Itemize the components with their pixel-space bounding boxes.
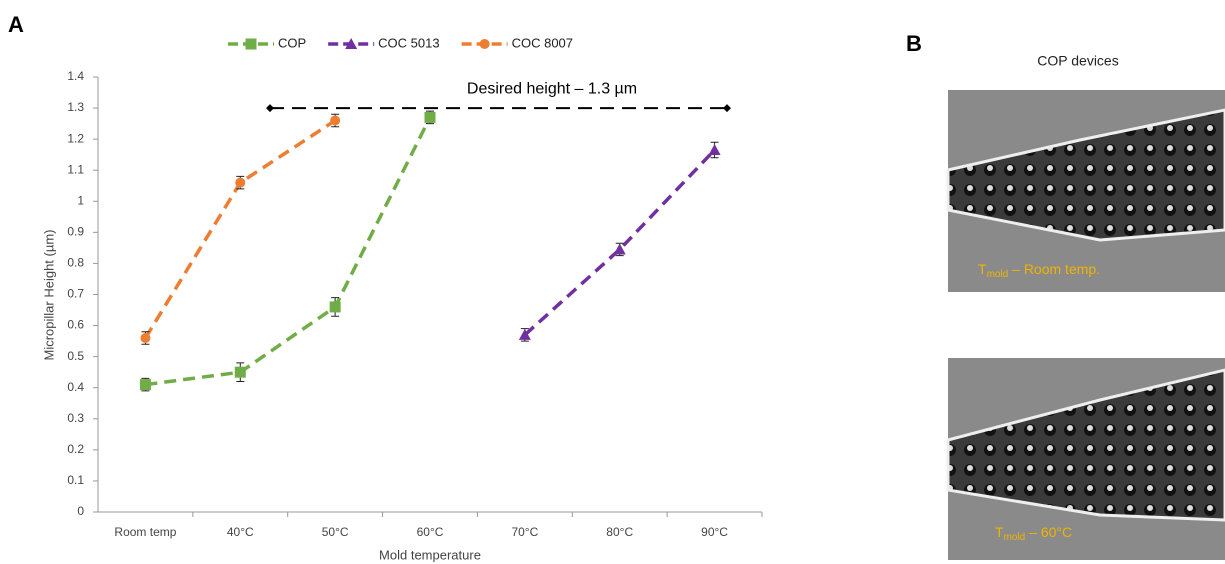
figure: A Mold temperature Micropillar Height (µ… — [0, 0, 1225, 564]
x-tick-label: 50°C — [322, 525, 349, 539]
y-tick-label: 0.6 — [67, 318, 84, 332]
reference-end — [266, 104, 274, 112]
x-tick-label: 80°C — [606, 525, 633, 539]
y-tick-label: 0.9 — [67, 225, 84, 239]
marker — [480, 39, 490, 49]
x-tick-label: 70°C — [511, 525, 538, 539]
marker — [246, 39, 257, 50]
marker — [140, 333, 150, 343]
marker — [235, 367, 246, 378]
marker — [330, 301, 341, 312]
y-tick-label: 0.3 — [67, 411, 84, 425]
x-tick-label: Room temp — [114, 525, 176, 539]
y-tick-label: 1.1 — [67, 162, 84, 176]
y-tick-label: 0 — [77, 504, 84, 518]
y-tick-label: 0.8 — [67, 256, 84, 270]
y-tick-label: 1.3 — [67, 100, 84, 114]
reference-label: Desired height – 1.3 µm — [467, 80, 637, 97]
reference-end — [723, 104, 731, 112]
series-line — [145, 117, 430, 384]
y-tick-label: 0.5 — [67, 349, 84, 363]
y-tick-label: 1 — [77, 193, 84, 207]
x-axis-title: Mold temperature — [379, 547, 481, 562]
legend-label: COC 5013 — [378, 35, 439, 50]
y-axis-title: Micropillar Height (µm) — [41, 229, 56, 360]
x-tick-label: 60°C — [417, 525, 444, 539]
legend-label: COC 8007 — [512, 35, 573, 50]
y-tick-label: 0.4 — [67, 380, 84, 394]
panel-b: B COP devices Tmold – Room temp. Tmold –… — [906, 31, 1225, 560]
x-tick-label: 40°C — [227, 525, 254, 539]
marker — [330, 116, 340, 126]
x-tick-label: 90°C — [701, 525, 728, 539]
panel-label: B — [906, 31, 922, 56]
panel-label: A — [8, 12, 24, 37]
y-tick-label: 0.7 — [67, 287, 84, 301]
y-tick-label: 0.1 — [67, 473, 84, 487]
y-tick-label: 0.2 — [67, 442, 84, 456]
marker — [709, 144, 721, 155]
panel-title: COP devices — [1037, 53, 1118, 69]
series-line — [525, 150, 715, 335]
series-line — [145, 121, 335, 339]
marker — [425, 112, 436, 123]
y-tick-label: 1.2 — [67, 131, 84, 145]
marker — [140, 379, 151, 390]
legend-label: COP — [278, 35, 306, 50]
y-tick-label: 1.4 — [67, 69, 84, 83]
marker — [235, 178, 245, 188]
